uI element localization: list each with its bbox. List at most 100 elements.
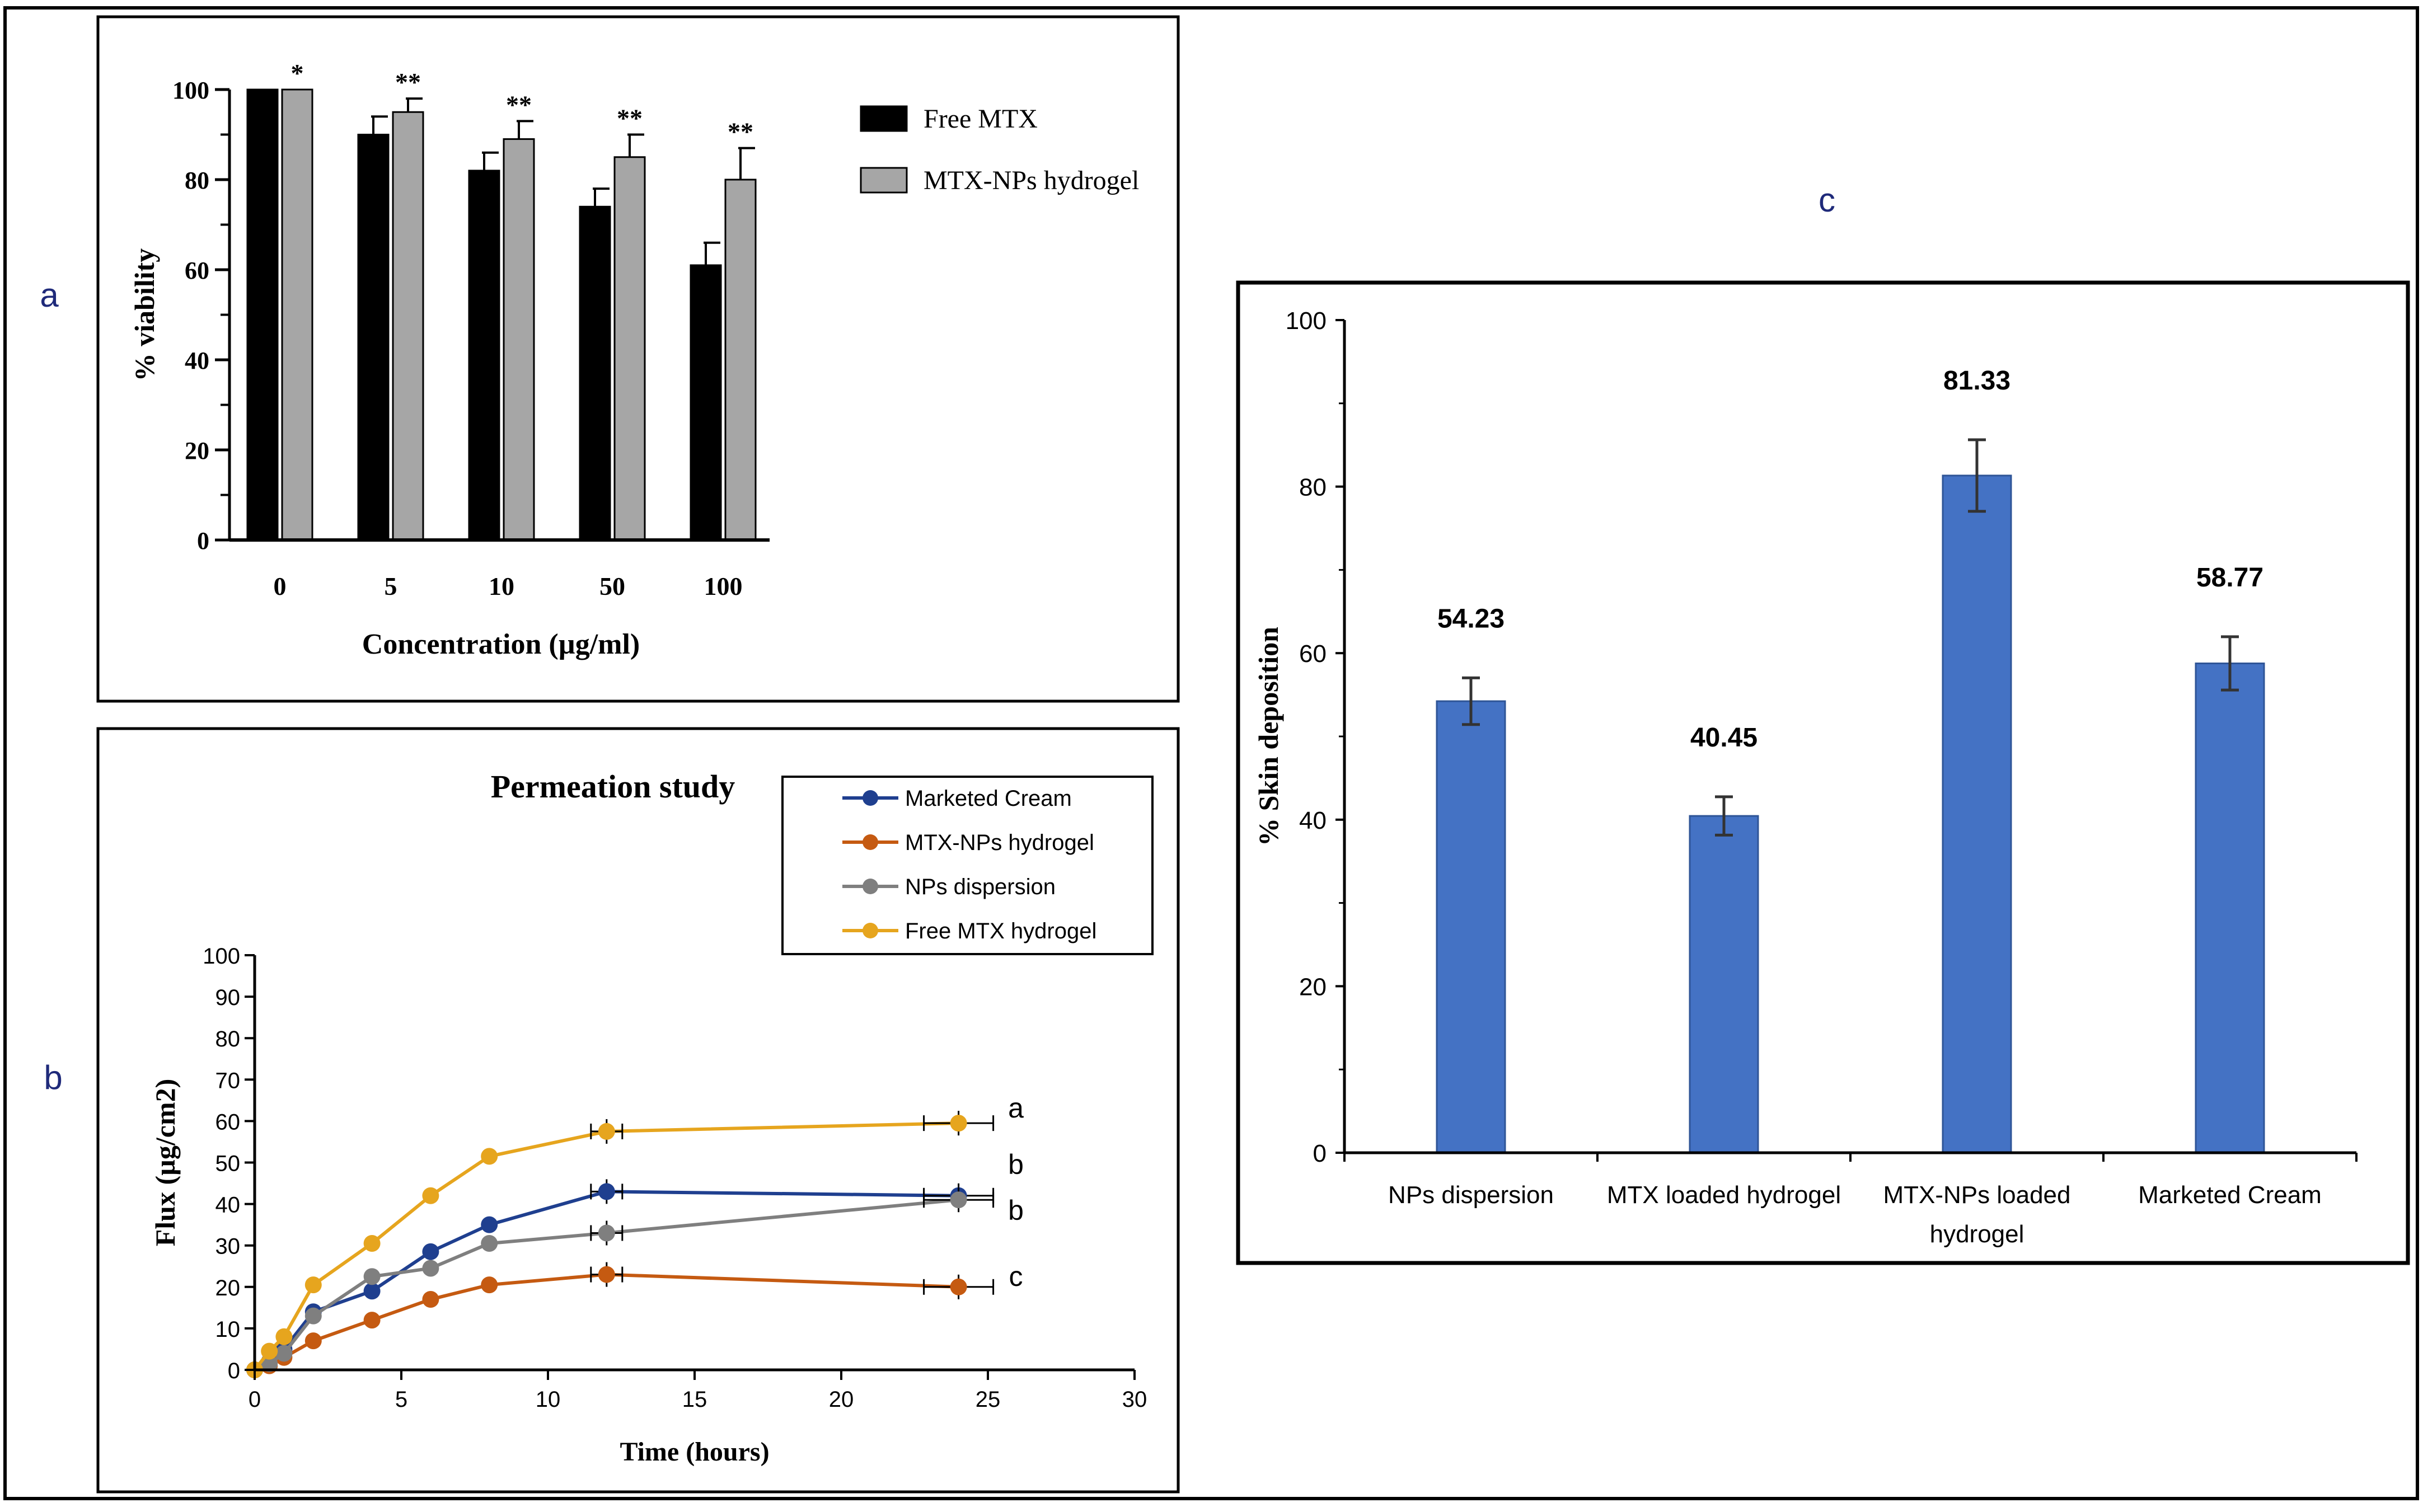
c-y-tick-label: 0	[1313, 1140, 1327, 1167]
c-y-tick-label: 80	[1299, 474, 1327, 501]
c-x-tick-label: NPs dispersion	[1388, 1181, 1554, 1209]
b-point-marketed-cream	[598, 1183, 615, 1200]
a-legend-swatch	[860, 105, 908, 132]
b-legend-label: Free MTX hydrogel	[905, 919, 1096, 943]
b-point-nps-dispersion	[363, 1268, 381, 1285]
c-y-tick-label: 60	[1299, 640, 1327, 668]
a-legend: Free MTX MTX-NPs hydrogel	[860, 104, 1139, 195]
b-y-tick-label: 30	[215, 1234, 241, 1259]
b-y-tick-label: 100	[203, 944, 240, 969]
b-point-free-mtx-hydrogel	[304, 1276, 322, 1294]
b-legend: Marketed Cream MTX-NPs hydrogel NPs disper…	[842, 786, 1096, 943]
b-point-marketed-cream	[363, 1283, 381, 1300]
panel-c-frame	[1236, 280, 2410, 1265]
a-y-tick-label: 60	[185, 257, 209, 284]
b-legend-marker	[863, 834, 878, 850]
b-point-mtx-nps-hydrogel	[598, 1266, 615, 1283]
b-x-tick-label: 5	[395, 1387, 407, 1412]
a-x-tick-label: 10	[489, 572, 514, 600]
a-y-tick-label: 0	[197, 527, 209, 555]
a-significance-marker: **	[506, 90, 532, 119]
b-y-tick-label: 40	[215, 1193, 241, 1218]
b-legend-marker	[863, 790, 878, 806]
c-bar-mtx-loaded-hydrogel	[1689, 815, 1759, 1154]
a-bar-free-mtx-0	[246, 88, 279, 541]
c-y-axis-label: % Skin deposition	[1253, 627, 1284, 846]
a-x-axis-label: Concentration (µg/ml)	[362, 628, 640, 660]
c-x-tick-label: Marketed Cream	[2138, 1181, 2322, 1209]
b-series-nps-dispersion	[246, 1187, 995, 1378]
b-point-marketed-cream	[422, 1243, 439, 1260]
a-x-tick-label: 5	[385, 572, 397, 600]
b-point-nps-dispersion	[275, 1345, 293, 1362]
panel-label-b: b	[44, 1059, 62, 1096]
b-point-mtx-nps-hydrogel	[481, 1276, 498, 1294]
c-data-label: 81.33	[1943, 366, 2010, 396]
b-legend-marker	[863, 923, 878, 938]
b-x-tick-label: 30	[1122, 1387, 1147, 1412]
a-significance-marker: **	[617, 104, 643, 133]
a-bar-free-mtx-100	[690, 264, 722, 541]
c-y-tick-label: 40	[1299, 807, 1327, 834]
a-bar-free-mtx-50	[579, 205, 611, 541]
b-y-tick-label: 0	[228, 1359, 240, 1383]
c-bar-marketed-cream	[2195, 663, 2265, 1154]
b-point-free-mtx-hydrogel	[598, 1123, 615, 1140]
b-point-free-mtx-hydrogel	[363, 1234, 381, 1252]
c-x-tick-label: MTX-NPs loaded hydrogel	[1883, 1181, 2070, 1248]
b-x-tick-label: 20	[829, 1387, 854, 1412]
b-point-nps-dispersion	[304, 1307, 322, 1325]
b-legend-box	[781, 776, 1154, 955]
b-end-label: b	[1008, 1195, 1024, 1226]
panel-b-frame	[96, 727, 1180, 1494]
b-x-tick-label: 10	[536, 1387, 561, 1412]
c-y-tick-label: 100	[1286, 307, 1327, 335]
panel-a-frame	[96, 15, 1180, 703]
a-y-tick-label: 100	[172, 77, 209, 104]
a-y-tick-label: 80	[185, 167, 209, 194]
a-bar-mtx-nps-10	[503, 138, 535, 541]
a-y-tick-label: 40	[185, 347, 209, 374]
b-y-tick-label: 70	[215, 1068, 241, 1093]
b-line-mtx-nps-hydrogel	[254, 1272, 959, 1372]
b-point-marketed-cream	[481, 1216, 498, 1233]
figure-frame	[3, 6, 2419, 1500]
b-point-nps-dispersion	[261, 1355, 278, 1372]
b-series-marketed-cream	[246, 1179, 995, 1378]
b-point-free-mtx-hydrogel	[275, 1328, 293, 1345]
b-x-axis-label: Time (hours)	[620, 1437, 769, 1467]
a-bar-mtx-nps-0	[281, 88, 313, 541]
b-legend-label: Marketed Cream	[905, 786, 1072, 811]
permeation-line-chart: Permeation study Marketed Cream MTX-NPs h…	[149, 768, 1154, 1467]
b-legend-label: MTX-NPs hydrogel	[905, 830, 1094, 855]
c-y-tick-label: 20	[1299, 973, 1327, 1001]
b-y-tick-label: 80	[215, 1027, 241, 1051]
b-point-free-mtx-hydrogel	[950, 1115, 967, 1132]
a-significance-marker: **	[728, 118, 753, 146]
b-point-mtx-nps-hydrogel	[363, 1312, 381, 1329]
b-end-label: a	[1008, 1092, 1024, 1124]
a-bar-mtx-nps-50	[613, 156, 646, 541]
b-point-mtx-nps-hydrogel	[422, 1291, 439, 1308]
a-significance-marker: *	[291, 59, 304, 87]
c-data-label: 54.23	[1437, 604, 1505, 633]
b-legend-marker	[863, 879, 878, 894]
b-point-nps-dispersion	[481, 1234, 498, 1252]
b-y-tick-label: 50	[215, 1152, 241, 1176]
b-point-free-mtx-hydrogel	[481, 1148, 498, 1165]
panel-label-a: a	[40, 276, 59, 314]
a-legend-swatch	[860, 167, 908, 194]
b-point-free-mtx-hydrogel	[261, 1342, 278, 1360]
a-bar-free-mtx-10	[468, 170, 500, 541]
b-y-tick-label: 90	[215, 985, 241, 1010]
b-y-axis-label: Flux (µg/cm2)	[149, 1079, 181, 1247]
c-bar-nps-dispersion	[1436, 700, 1506, 1154]
b-legend-label: NPs dispersion	[905, 875, 1056, 899]
b-point-mtx-nps-hydrogel	[304, 1332, 322, 1350]
c-bar-mtx-nps-loaded-hydrogel	[1942, 475, 2012, 1154]
b-x-tick-label: 0	[249, 1387, 261, 1412]
c-data-label: 58.77	[2196, 563, 2263, 593]
b-line-free-mtx-hydrogel	[253, 1121, 959, 1371]
